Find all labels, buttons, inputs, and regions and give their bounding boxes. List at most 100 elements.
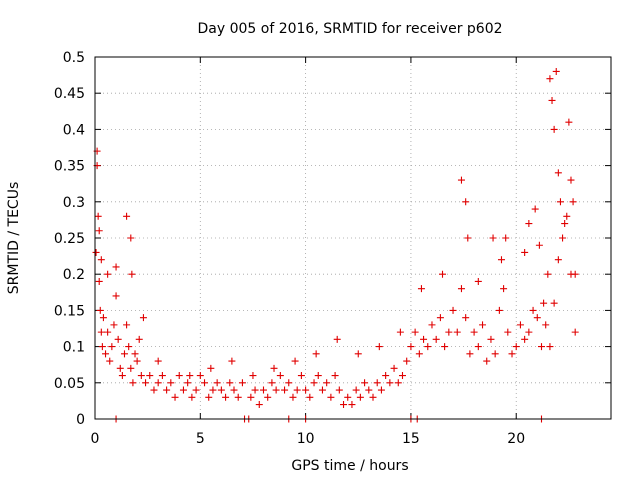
data-point bbox=[420, 335, 428, 343]
data-point bbox=[529, 306, 537, 314]
data-point bbox=[396, 328, 404, 336]
data-point bbox=[548, 96, 556, 104]
data-point bbox=[270, 364, 278, 372]
data-point bbox=[104, 270, 112, 278]
data-point bbox=[127, 234, 135, 242]
data-point bbox=[247, 393, 255, 401]
x-tick-label: 15 bbox=[402, 431, 420, 447]
chart-title: Day 005 of 2016, SRMTID for receiver p60… bbox=[197, 21, 502, 37]
data-point bbox=[521, 335, 529, 343]
data-point bbox=[537, 343, 545, 351]
data-point bbox=[98, 343, 106, 351]
y-axis-label: SRMTID / TECUs bbox=[6, 182, 22, 295]
data-point bbox=[407, 343, 415, 351]
data-point bbox=[102, 350, 110, 358]
data-point bbox=[112, 263, 120, 271]
data-point bbox=[500, 285, 508, 293]
x-tick-label: 10 bbox=[297, 431, 315, 447]
data-point bbox=[403, 357, 411, 365]
y-tick-label: 0.4 bbox=[63, 122, 85, 138]
data-point bbox=[436, 314, 444, 322]
data-point bbox=[171, 393, 179, 401]
data-point bbox=[318, 386, 326, 394]
data-point bbox=[217, 386, 225, 394]
data-point bbox=[544, 270, 552, 278]
data-point bbox=[531, 205, 539, 213]
data-point bbox=[497, 256, 505, 264]
data-point bbox=[474, 343, 482, 351]
data-point bbox=[571, 328, 579, 336]
data-point bbox=[428, 321, 436, 329]
data-point bbox=[323, 379, 331, 387]
data-point bbox=[417, 285, 425, 293]
data-point bbox=[567, 176, 575, 184]
data-point bbox=[110, 321, 118, 329]
data-point bbox=[205, 393, 213, 401]
data-point bbox=[449, 306, 457, 314]
data-point bbox=[561, 220, 569, 228]
data-point bbox=[99, 314, 107, 322]
data-point bbox=[504, 328, 512, 336]
data-point bbox=[495, 306, 503, 314]
data-point bbox=[432, 335, 440, 343]
data-point bbox=[108, 343, 116, 351]
data-point bbox=[569, 198, 577, 206]
data-point bbox=[209, 386, 217, 394]
data-point bbox=[375, 343, 383, 351]
data-point bbox=[238, 379, 246, 387]
data-point bbox=[525, 328, 533, 336]
plot-frame bbox=[94, 56, 612, 420]
data-point bbox=[207, 364, 215, 372]
data-point bbox=[453, 328, 461, 336]
data-point bbox=[116, 364, 124, 372]
data-point bbox=[291, 357, 299, 365]
data-point bbox=[352, 386, 360, 394]
data-point bbox=[222, 393, 230, 401]
data-point bbox=[559, 234, 567, 242]
data-point bbox=[554, 256, 562, 264]
x-tick-label: 0 bbox=[91, 431, 100, 447]
data-point bbox=[154, 357, 162, 365]
data-point bbox=[331, 372, 339, 380]
y-tick-label: 0.15 bbox=[54, 303, 85, 319]
data-point bbox=[95, 227, 103, 235]
data-point bbox=[479, 321, 487, 329]
data-point bbox=[365, 386, 373, 394]
y-tick-label: 0.05 bbox=[54, 376, 85, 392]
data-point bbox=[554, 169, 562, 177]
data-point bbox=[466, 350, 474, 358]
data-point bbox=[131, 350, 139, 358]
data-point bbox=[228, 357, 236, 365]
data-point bbox=[563, 212, 571, 220]
data-point bbox=[139, 314, 147, 322]
data-point bbox=[146, 372, 154, 380]
data-point bbox=[133, 357, 141, 365]
data-point bbox=[94, 212, 102, 220]
data-point bbox=[123, 212, 131, 220]
data-point bbox=[525, 220, 533, 228]
data-point bbox=[439, 270, 447, 278]
data-point bbox=[502, 234, 510, 242]
data-point bbox=[184, 379, 192, 387]
data-point bbox=[354, 350, 362, 358]
data-point bbox=[508, 350, 516, 358]
x-tick-label: 20 bbox=[507, 431, 525, 447]
data-point bbox=[158, 372, 166, 380]
data-point bbox=[512, 343, 520, 351]
y-tick-label: 0.1 bbox=[63, 340, 85, 356]
data-point bbox=[521, 248, 529, 256]
data-point bbox=[127, 364, 135, 372]
data-point bbox=[175, 372, 183, 380]
data-point bbox=[123, 321, 131, 329]
y-tick-label: 0.25 bbox=[54, 231, 85, 247]
data-point bbox=[268, 379, 276, 387]
data-point bbox=[276, 372, 284, 380]
data-point bbox=[361, 379, 369, 387]
data-point bbox=[348, 401, 356, 409]
data-point bbox=[491, 350, 499, 358]
data-point bbox=[112, 292, 120, 300]
data-point bbox=[445, 328, 453, 336]
data-point bbox=[192, 386, 200, 394]
data-point bbox=[550, 125, 558, 133]
data-point bbox=[571, 270, 579, 278]
